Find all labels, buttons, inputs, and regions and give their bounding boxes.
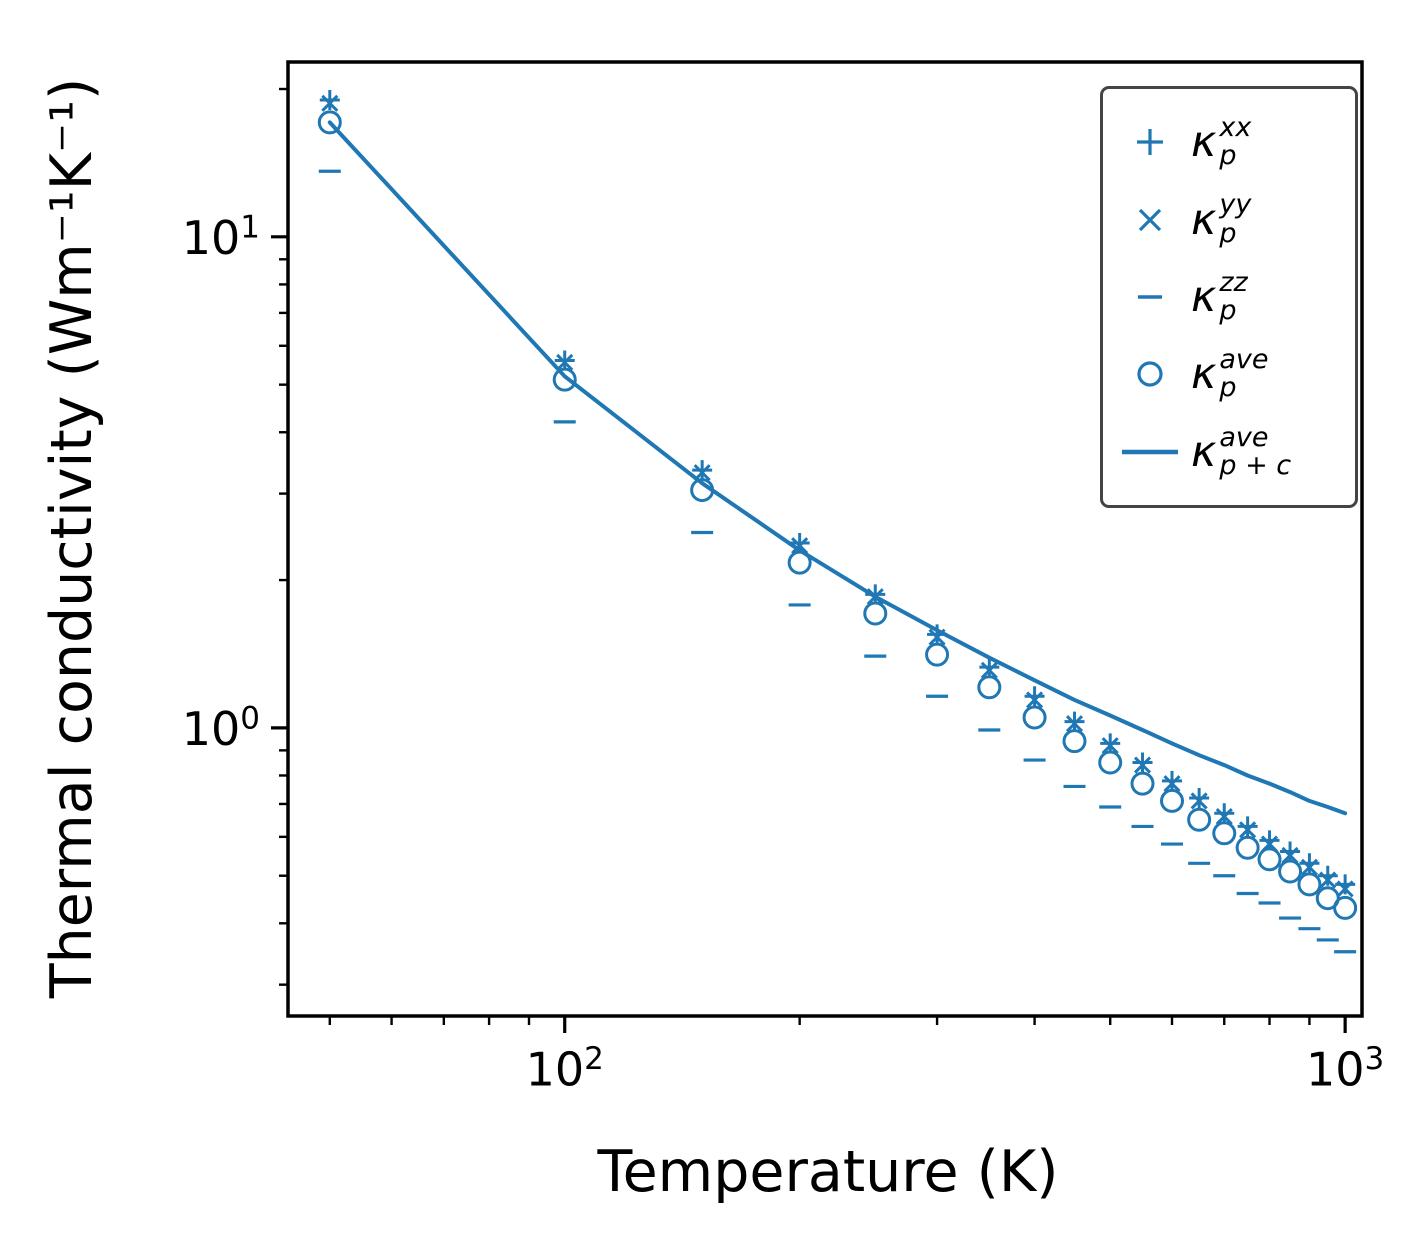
plus-marker-icon — [1117, 122, 1183, 162]
x-axis-label: Temperature (K) — [597, 1139, 1059, 1205]
y-axis-label: Thermal conductivity (Wm⁻¹K⁻¹) — [39, 77, 105, 999]
legend-label: κ ave p + c — [1191, 421, 1292, 481]
series-kappa-p-plus-c-ave — [327, 120, 1348, 816]
plot-frame — [286, 60, 1364, 1018]
series-kappa-p-zz — [318, 169, 1357, 954]
legend-entry: κ zz p — [1117, 266, 1351, 326]
line-marker-icon — [1117, 432, 1183, 472]
y-axis-ticks — [271, 87, 288, 986]
circle-marker-icon — [1117, 354, 1183, 394]
x-tick-label: 102 — [525, 1041, 604, 1097]
hline-marker-icon — [1117, 277, 1183, 317]
legend-label: κ zz p — [1191, 266, 1248, 326]
legend-entry: κ ave p — [1117, 344, 1351, 404]
legend-entry: κ ave p + c — [1117, 421, 1351, 481]
y-tick-label: 101 — [181, 209, 260, 265]
x-axis-ticks — [328, 1016, 1347, 1033]
x-tick-label: 103 — [1306, 1041, 1385, 1097]
legend-entry: κ yy p — [1117, 189, 1351, 249]
legend-entry: κ xx p — [1117, 111, 1351, 172]
y-tick-label: 100 — [181, 700, 260, 756]
legend: κ xx p κ yy p κ zz p κ ave p κ ave p + c — [1100, 86, 1358, 508]
x-marker-icon — [1117, 200, 1183, 240]
legend-label: κ xx p — [1191, 111, 1252, 172]
legend-label: κ ave p — [1191, 344, 1269, 404]
legend-label: κ yy p — [1191, 189, 1252, 249]
